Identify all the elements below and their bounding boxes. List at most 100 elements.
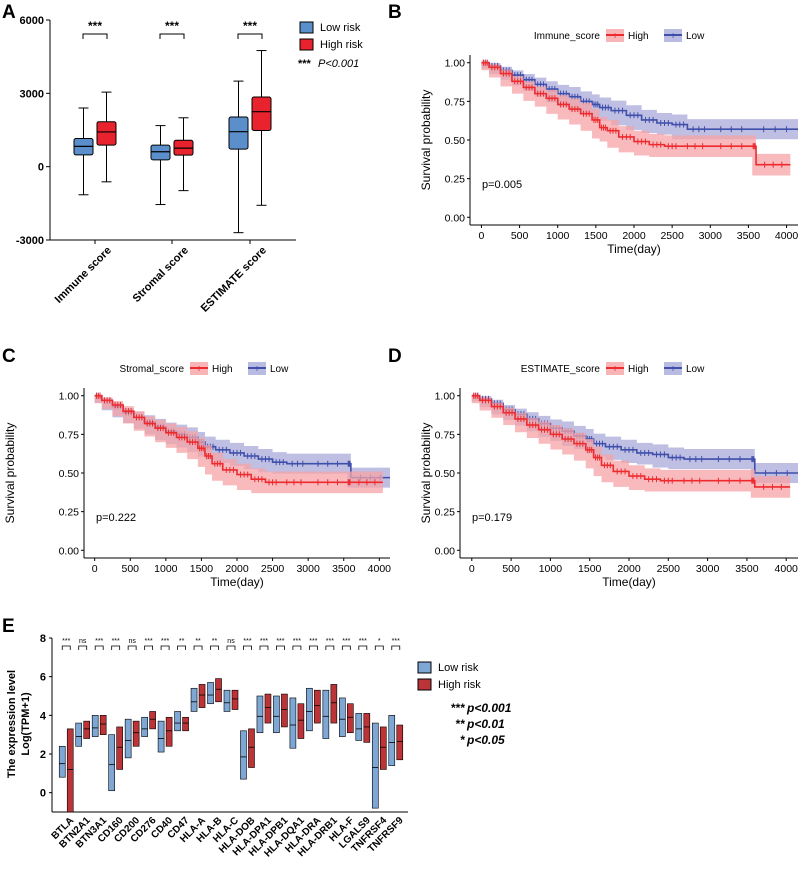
- box-high: [96, 121, 117, 146]
- sig-label: ***: [392, 638, 400, 645]
- box-high: [379, 726, 387, 770]
- confidence-band-low: [481, 62, 798, 140]
- sig-label: ***: [161, 638, 169, 645]
- legend-note-stars: ***: [298, 58, 312, 70]
- sig-label: *: [378, 638, 381, 645]
- legend-label: High: [628, 364, 649, 375]
- sig-label: **: [195, 638, 201, 645]
- x-tick-label: 1500: [584, 230, 608, 242]
- box-high: [83, 720, 91, 739]
- legend-label: Low: [686, 364, 705, 375]
- sig-bracket: [358, 645, 368, 650]
- legend-swatch-low: [299, 21, 314, 34]
- panel-a-boxplot: -3000 0 3000 6000 Immune score *** Stromal sco…: [16, 15, 363, 315]
- x-tick-label: 500: [511, 230, 529, 242]
- box-high: [182, 716, 189, 732]
- sig-bracket: [391, 645, 401, 650]
- box-high: [198, 684, 206, 708]
- panel-label-a: A: [2, 2, 16, 23]
- box-low: [174, 711, 181, 732]
- box-low: [157, 720, 165, 753]
- sig-label: ***: [359, 638, 367, 645]
- legend-swatch-cross: +: [254, 364, 260, 375]
- y-tick-label: 0: [40, 788, 46, 800]
- x-tick-label: 2500: [660, 230, 684, 242]
- box-low: [306, 687, 313, 732]
- sig-label: ***: [95, 638, 103, 645]
- y-tick-label: 3000: [20, 88, 44, 100]
- y-tick-label: 2: [40, 749, 46, 761]
- legend-label: Low: [270, 364, 289, 375]
- sig-bracket: [237, 33, 263, 39]
- box-low: [371, 722, 379, 809]
- legend-swatch-cross: +: [612, 31, 618, 42]
- x-tick-label: 3000: [699, 230, 723, 242]
- sig-key-text: p<0.01: [466, 717, 505, 731]
- sig-bracket: [94, 645, 104, 650]
- confidence-band-high: [481, 62, 791, 176]
- x-tick-label: 3500: [737, 230, 761, 242]
- box-high: [330, 684, 338, 724]
- y-tick-label: 1.00: [445, 58, 466, 70]
- y-axis-title: Survival probability: [419, 90, 433, 191]
- x-tick-label: 0: [92, 563, 98, 575]
- legend-note-text: P<0.001: [318, 58, 359, 70]
- y-tick-label: 0.50: [59, 468, 80, 480]
- sig-bracket: [243, 645, 252, 650]
- sig-bracket: [82, 33, 108, 39]
- legend-swatch-cross: +: [670, 31, 676, 42]
- legend-swatch-cross: +: [670, 364, 676, 375]
- x-tick-label: 4000: [775, 230, 799, 242]
- box-low: [108, 734, 115, 792]
- y-tick-label: -3000: [16, 235, 44, 247]
- sig-label: ***: [243, 638, 251, 645]
- sig-bracket: [159, 33, 185, 39]
- sig-bracket: [292, 645, 302, 650]
- sig-label: ***: [309, 638, 317, 645]
- box-low: [58, 745, 66, 778]
- x-tick-label: 4000: [775, 563, 799, 575]
- y-tick-label: 0.75: [435, 429, 456, 441]
- box-low: [273, 695, 280, 734]
- box-high: [132, 720, 140, 747]
- box-low: [75, 722, 83, 747]
- sig-bracket: [259, 645, 269, 650]
- legend-label: High: [628, 31, 649, 42]
- sig-key-stars: *: [460, 733, 465, 747]
- x-tick-label: 2000: [617, 563, 641, 575]
- sig-bracket: [193, 645, 203, 650]
- sig-bracket: [210, 645, 219, 650]
- sig-label: ***: [243, 19, 257, 33]
- x-tick-label: 3000: [696, 563, 720, 575]
- box-high: [99, 715, 107, 735]
- sig-label: ***: [62, 638, 70, 645]
- y-axis-title: Survival probability: [3, 423, 17, 524]
- box-high: [264, 693, 272, 724]
- p-value: p=0.222: [96, 512, 136, 524]
- sig-bracket: [78, 645, 88, 650]
- box-high: [215, 678, 222, 703]
- sig-key-stars: **: [456, 717, 466, 731]
- sig-label: ns: [227, 638, 235, 645]
- y-tick-label: 0.25: [445, 174, 466, 186]
- box-low: [256, 695, 264, 734]
- x-tick-label: 3000: [296, 563, 320, 575]
- y-tick-label: 0.75: [445, 96, 466, 108]
- sig-label: ns: [79, 638, 87, 645]
- sig-bracket: [276, 645, 285, 650]
- y-tick-label: 0.00: [435, 545, 456, 557]
- y-axis-title-2: Log(TPM+1): [20, 692, 32, 756]
- x-tick-label: 0: [469, 563, 475, 575]
- x-tick-label: 2500: [261, 563, 285, 575]
- box-high: [149, 711, 156, 730]
- y-tick-label: 0: [38, 162, 44, 174]
- box-high: [314, 689, 321, 724]
- sig-key-text: p<0.05: [466, 733, 505, 747]
- legend-title: Immune_score: [534, 31, 601, 42]
- y-tick-label: 0.25: [435, 507, 456, 519]
- y-tick-label: 0.25: [59, 507, 80, 519]
- survival-curve-high: [471, 394, 791, 488]
- y-tick-label: 0.75: [59, 429, 80, 441]
- x-tick-label: 2000: [225, 563, 249, 575]
